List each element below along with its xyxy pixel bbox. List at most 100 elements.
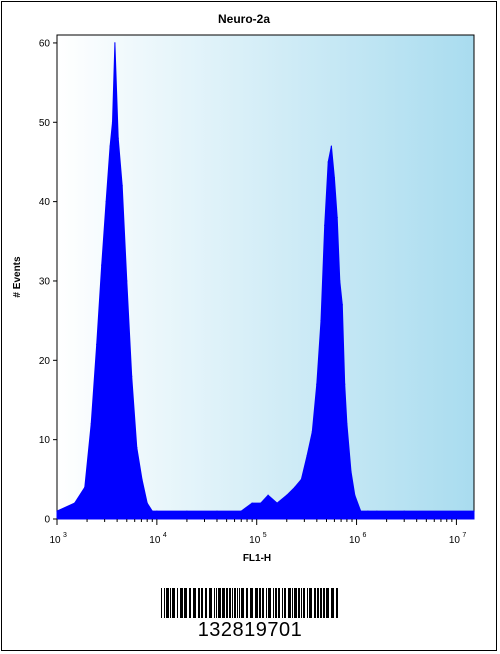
- histogram-point: [360, 510, 362, 512]
- chart-title: Neuro-2a: [218, 12, 270, 26]
- barcode-bar: [314, 588, 316, 618]
- histogram-point: [311, 431, 313, 433]
- barcode-bar: [246, 588, 248, 618]
- histogram-point: [403, 510, 405, 512]
- histogram-point: [367, 510, 369, 512]
- histogram-point: [276, 502, 278, 504]
- barcode-bar: [288, 588, 291, 618]
- barcode-bar: [184, 588, 187, 618]
- barcode-bar: [284, 588, 286, 618]
- barcode-bar: [198, 588, 200, 618]
- histogram-point: [126, 280, 128, 282]
- barcode-bar: [250, 588, 253, 618]
- histogram-point: [354, 494, 356, 496]
- barcode-bar: [239, 588, 240, 618]
- histogram-point: [109, 145, 111, 147]
- barcode-bar: [232, 588, 233, 618]
- histogram-point: [346, 423, 348, 425]
- barcode-bar: [317, 588, 319, 618]
- y-tick-label: 10: [39, 435, 51, 446]
- barcode-bar: [298, 588, 300, 618]
- barcode-number: 132819701: [197, 619, 303, 641]
- barcode-bar: [193, 588, 196, 618]
- histogram-point: [240, 510, 242, 512]
- barcode-bar: [201, 588, 203, 618]
- barcode-bar: [161, 588, 162, 618]
- y-tick-label: 50: [39, 118, 51, 129]
- histogram-point: [324, 224, 326, 226]
- histogram-point: [267, 494, 269, 496]
- histogram-point: [84, 486, 86, 488]
- x-axis-label: FL1-H: [243, 553, 271, 564]
- barcode-bar: [282, 588, 283, 618]
- barcode-bar: [292, 588, 293, 618]
- x-tick-label: 10: [49, 535, 61, 546]
- histogram-series: [56, 42, 475, 520]
- histogram-point: [117, 137, 119, 139]
- barcode-bar: [266, 588, 267, 618]
- histogram-point: [344, 383, 346, 385]
- barcode-bar: [170, 588, 171, 618]
- histogram-point: [333, 177, 335, 179]
- histogram-point: [74, 502, 76, 504]
- barcode-bar: [180, 588, 183, 618]
- histogram-point: [350, 470, 352, 472]
- histogram-point: [121, 185, 123, 187]
- histogram-point: [101, 264, 103, 266]
- barcode-bar: [336, 588, 338, 618]
- histogram-point: [339, 280, 341, 282]
- x-tick-exponent: 4: [163, 532, 167, 539]
- y-axis-label: # Events: [12, 256, 23, 298]
- x-tick-label: 10: [349, 535, 361, 546]
- histogram-point: [336, 216, 338, 219]
- histogram-point: [141, 478, 143, 480]
- barcode-bar: [205, 588, 207, 618]
- barcode-bar: [273, 588, 274, 618]
- histogram-point: [306, 454, 308, 457]
- histogram-point: [260, 502, 262, 504]
- histogram-point: [90, 423, 92, 425]
- histogram-point: [320, 320, 322, 322]
- histogram-point: [131, 375, 133, 377]
- barcode-bar: [222, 588, 225, 618]
- histogram-point: [330, 145, 332, 147]
- barcode-bar: [226, 588, 228, 618]
- barcode-bar: [241, 588, 244, 618]
- histogram-point: [376, 510, 378, 512]
- barcode-bar: [309, 588, 312, 618]
- histogram-point: [56, 510, 58, 512]
- barcode-bar: [172, 588, 175, 618]
- x-tick-exponent: 6: [363, 532, 367, 539]
- barcode-bar: [268, 588, 271, 618]
- barcode-bar: [237, 588, 238, 618]
- histogram-point: [286, 494, 288, 496]
- histogram-point: [114, 42, 116, 44]
- barcode-bar: [278, 588, 280, 618]
- barcode-bar: [177, 588, 178, 618]
- barcode-bar: [189, 588, 191, 618]
- barcode-bar: [307, 588, 308, 618]
- barcode-bar: [216, 588, 217, 618]
- barcode-bar: [275, 588, 277, 618]
- barcode-bar: [323, 588, 325, 618]
- histogram-point: [341, 304, 343, 306]
- x-tick-exponent: 5: [263, 532, 267, 539]
- histogram-series-0: [56, 42, 475, 520]
- barcode: [161, 588, 338, 618]
- histogram-point: [156, 510, 158, 512]
- barcode-bar: [218, 588, 221, 618]
- y-tick-label: 20: [39, 356, 51, 367]
- barcode-bar: [294, 588, 297, 618]
- histogram-point: [294, 486, 296, 488]
- x-tick-exponent: 7: [462, 532, 466, 539]
- histogram-point: [327, 161, 329, 163]
- barcode-bar: [209, 588, 212, 618]
- x-tick-label: 10: [249, 535, 261, 546]
- histogram-point: [473, 510, 475, 512]
- x-tick-label: 10: [149, 535, 161, 546]
- barcode-bar: [326, 588, 329, 618]
- x-tick-label: 10: [449, 535, 461, 546]
